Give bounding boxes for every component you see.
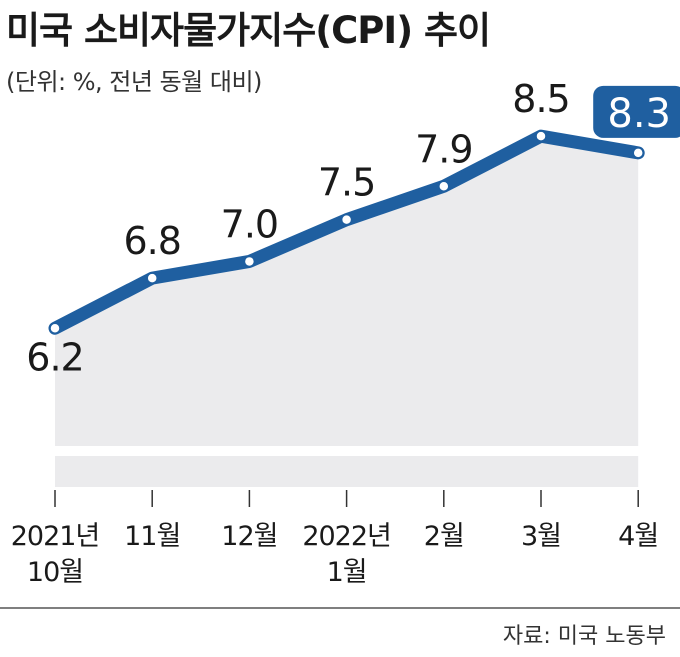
x-tick-label: 10월 [27,557,83,588]
x-tick-label: 2021년 [11,521,100,552]
data-point [438,180,450,193]
x-tick-label: 11월 [124,521,180,552]
x-axis: 2021년 10월 11월 12월 2022년 1월 2월 3월 4월 [11,490,659,588]
axis-band [55,456,639,487]
x-tick-label: 1월 [327,557,367,588]
data-point [243,255,256,268]
chart-subtitle: (단위: %, 전년 동월 대비) [6,68,262,96]
data-point [146,272,158,284]
chart-title: 미국 소비자물가지수(CPI) 추이 [6,9,491,52]
data-point [535,130,547,142]
data-label: 7.5 [318,161,375,205]
data-label: 6.2 [26,335,83,379]
x-tick-label: 4월 [618,521,658,552]
latest-value-badge [593,85,680,138]
x-tick-label: 3월 [521,521,561,552]
data-labels: 6.2 6.8 7.0 7.5 7.9 8.5 8.3 [26,77,680,379]
data-label-latest: 8.3 [607,91,671,137]
plot-area [55,136,639,487]
data-point [632,147,644,159]
x-tick-label: 2월 [424,521,464,552]
data-label: 8.5 [512,77,569,121]
x-tick-label: 2022년 [302,521,391,552]
x-tick-label: 12월 [221,521,277,552]
data-label: 6.8 [123,219,180,263]
data-label: 7.0 [221,202,278,246]
area-fill [55,136,639,446]
data-label: 7.9 [415,127,472,171]
data-point [340,213,353,226]
data-point [49,322,61,335]
source-note: 자료: 미국 노동부 [502,624,666,649]
data-points [49,130,644,335]
